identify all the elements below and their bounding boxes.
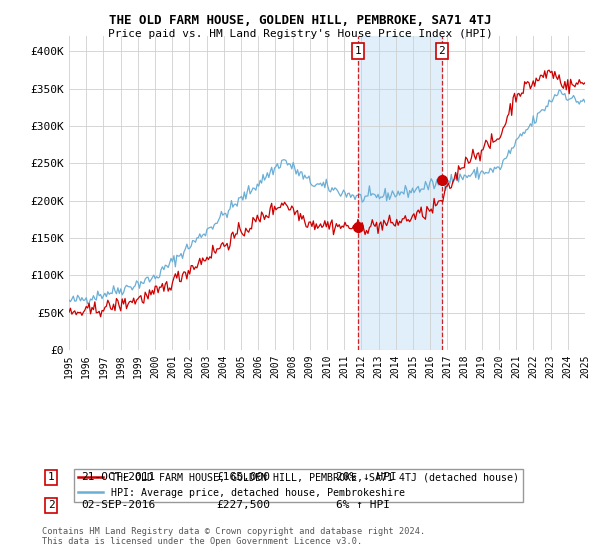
Text: 2: 2 — [439, 46, 445, 56]
Text: Price paid vs. HM Land Registry's House Price Index (HPI): Price paid vs. HM Land Registry's House … — [107, 29, 493, 39]
Text: 02-SEP-2016: 02-SEP-2016 — [81, 500, 155, 510]
Text: 1: 1 — [355, 46, 361, 56]
Text: 21-OCT-2011: 21-OCT-2011 — [81, 472, 155, 482]
Text: 6% ↑ HPI: 6% ↑ HPI — [336, 500, 390, 510]
Bar — [358, 36, 442, 350]
Text: £165,000: £165,000 — [216, 472, 270, 482]
Text: Contains HM Land Registry data © Crown copyright and database right 2024.
This d: Contains HM Land Registry data © Crown c… — [42, 526, 425, 546]
Text: 20% ↓ HPI: 20% ↓ HPI — [336, 472, 397, 482]
Text: 1: 1 — [47, 472, 55, 482]
Text: THE OLD FARM HOUSE, GOLDEN HILL, PEMBROKE, SA71 4TJ: THE OLD FARM HOUSE, GOLDEN HILL, PEMBROK… — [109, 14, 491, 27]
Text: £227,500: £227,500 — [216, 500, 270, 510]
Text: 2: 2 — [47, 500, 55, 510]
Legend: THE OLD FARM HOUSE, GOLDEN HILL, PEMBROKE, SA71 4TJ (detached house), HPI: Avera: THE OLD FARM HOUSE, GOLDEN HILL, PEMBROK… — [74, 469, 523, 502]
